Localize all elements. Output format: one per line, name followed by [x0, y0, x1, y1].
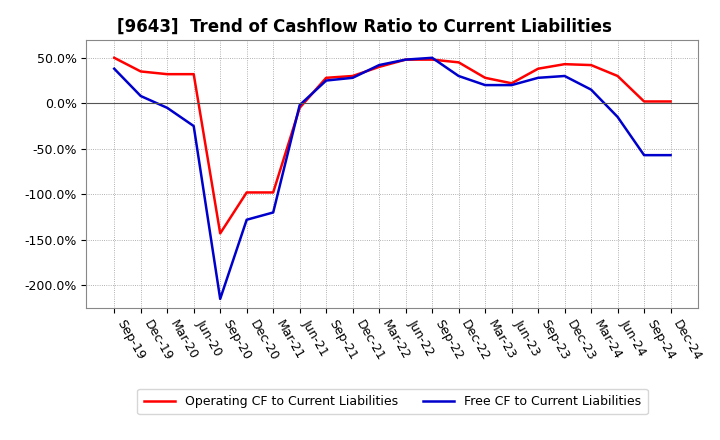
Operating CF to Current Liabilities [428, 57, 436, 62]
Free CF to Current Liabilities [163, 105, 171, 110]
Free CF to Current Liabilities [481, 82, 490, 88]
Operating CF to Current Liabilities [216, 231, 225, 236]
Free CF to Current Liabilities [216, 296, 225, 301]
Free CF to Current Liabilities [136, 93, 145, 99]
Free CF to Current Liabilities [587, 87, 595, 92]
Operating CF to Current Liabilities [454, 60, 463, 65]
Free CF to Current Liabilities [640, 153, 649, 158]
Operating CF to Current Liabilities [189, 72, 198, 77]
Operating CF to Current Liabilities [481, 75, 490, 81]
Operating CF to Current Liabilities [401, 57, 410, 62]
Line: Free CF to Current Liabilities: Free CF to Current Liabilities [114, 58, 670, 299]
Free CF to Current Liabilities [666, 153, 675, 158]
Operating CF to Current Liabilities [322, 75, 330, 81]
Operating CF to Current Liabilities [666, 99, 675, 104]
Free CF to Current Liabilities [534, 75, 542, 81]
Operating CF to Current Liabilities [243, 190, 251, 195]
Operating CF to Current Liabilities [375, 64, 384, 70]
Free CF to Current Liabilities [110, 66, 119, 71]
Free CF to Current Liabilities [375, 62, 384, 68]
Text: [9643]  Trend of Cashflow Ratio to Current Liabilities: [9643] Trend of Cashflow Ratio to Curren… [117, 17, 612, 35]
Free CF to Current Liabilities [508, 82, 516, 88]
Operating CF to Current Liabilities [269, 190, 277, 195]
Operating CF to Current Liabilities [136, 69, 145, 74]
Free CF to Current Liabilities [613, 114, 622, 120]
Operating CF to Current Liabilities [348, 73, 357, 79]
Operating CF to Current Liabilities [560, 62, 569, 67]
Free CF to Current Liabilities [348, 75, 357, 81]
Free CF to Current Liabilities [189, 123, 198, 128]
Legend: Operating CF to Current Liabilities, Free CF to Current Liabilities: Operating CF to Current Liabilities, Fre… [138, 389, 647, 414]
Operating CF to Current Liabilities [295, 105, 304, 110]
Free CF to Current Liabilities [454, 73, 463, 79]
Operating CF to Current Liabilities [613, 73, 622, 79]
Operating CF to Current Liabilities [508, 81, 516, 86]
Free CF to Current Liabilities [295, 103, 304, 108]
Free CF to Current Liabilities [243, 217, 251, 222]
Line: Operating CF to Current Liabilities: Operating CF to Current Liabilities [114, 58, 670, 233]
Operating CF to Current Liabilities [640, 99, 649, 104]
Free CF to Current Liabilities [401, 57, 410, 62]
Free CF to Current Liabilities [269, 210, 277, 215]
Operating CF to Current Liabilities [110, 55, 119, 60]
Free CF to Current Liabilities [428, 55, 436, 60]
Operating CF to Current Liabilities [163, 72, 171, 77]
Operating CF to Current Liabilities [587, 62, 595, 68]
Operating CF to Current Liabilities [534, 66, 542, 71]
Free CF to Current Liabilities [560, 73, 569, 79]
Free CF to Current Liabilities [322, 78, 330, 83]
